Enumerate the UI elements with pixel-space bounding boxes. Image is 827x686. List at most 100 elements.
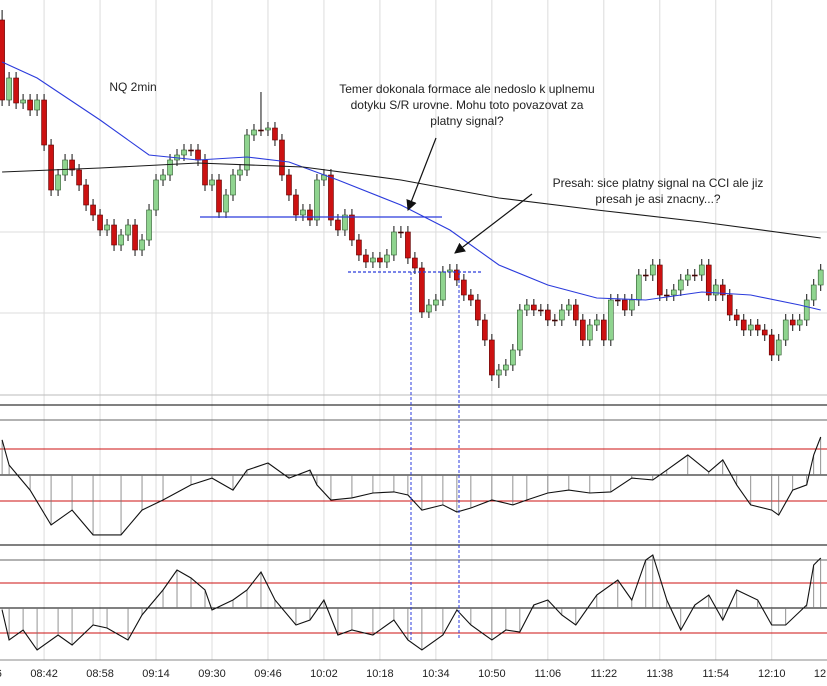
annotation-text: presah je asi znacny...? (595, 192, 721, 206)
candle-body (76, 169, 82, 186)
candle-body (251, 129, 257, 136)
candle-body (789, 319, 796, 326)
candle-body (573, 304, 579, 321)
x-tick-label: 09:14 (142, 668, 170, 680)
candle-body (475, 299, 481, 321)
candle-body (621, 299, 628, 311)
cci-line (1, 554, 822, 651)
candle-body (335, 219, 341, 231)
candle-body (55, 174, 61, 191)
candle-body (712, 284, 719, 296)
annotation-text: platny signal? (430, 114, 504, 128)
candle-body (503, 364, 509, 371)
candle-body (796, 319, 803, 326)
candle-body (27, 99, 33, 111)
candle-body (328, 174, 334, 221)
candle-body (468, 294, 474, 301)
candle-body (286, 174, 292, 196)
candle-body (531, 304, 537, 311)
candle-body (293, 194, 299, 216)
candle-body (412, 257, 418, 269)
candle-body (761, 329, 768, 336)
candle-body (97, 214, 103, 231)
annotation-arrow (454, 193, 533, 254)
candle-body (461, 279, 467, 296)
candle-body (559, 309, 565, 321)
candle-body (370, 257, 376, 263)
candle-body (433, 299, 439, 306)
candle-body (670, 289, 677, 296)
candle-body (747, 324, 754, 331)
x-tick-label: 12:26 (814, 668, 827, 680)
candle-body (489, 339, 495, 376)
candle-body (384, 254, 390, 263)
candle-body (314, 179, 320, 221)
candle-body (496, 369, 502, 376)
candle-body (440, 271, 446, 301)
candle-body (48, 144, 54, 191)
candle-body (754, 324, 761, 331)
candle-body (601, 319, 607, 341)
candle-body (132, 224, 138, 251)
candle-body (111, 224, 117, 246)
candle-body (803, 299, 810, 321)
candle-body (405, 231, 411, 259)
candle-body (817, 269, 824, 286)
candle-body (768, 334, 775, 356)
candle-body (594, 319, 600, 326)
chart-title: NQ 2min (109, 80, 156, 94)
candle-body (356, 239, 362, 256)
candle-body (726, 294, 733, 316)
candle-body (656, 264, 663, 296)
candle-body (188, 149, 194, 152)
annotation-text: Temer dokonala formace ale nedoslo k upl… (339, 82, 594, 96)
candle-body (83, 184, 89, 206)
plot-area (0, 10, 827, 651)
x-tick-label: 09:30 (198, 668, 226, 680)
candle-body (20, 99, 26, 104)
candle-body (160, 174, 166, 181)
candle-body (146, 209, 152, 241)
candle-body (524, 304, 530, 311)
annotation-text: Presah: sice platny signal na CCI ale ji… (553, 176, 764, 190)
x-tick-label: 09:46 (254, 668, 282, 680)
candle-body (342, 214, 348, 231)
candle-body (684, 274, 691, 281)
candle-body (517, 309, 523, 351)
candle-body (733, 314, 740, 321)
candle-body (677, 279, 684, 291)
candle-body (230, 174, 236, 196)
candle-body (237, 169, 243, 176)
x-tick-label: 11:22 (590, 668, 617, 680)
x-tick-label: 10:34 (422, 668, 450, 680)
candle-body (628, 299, 635, 311)
candle-body (649, 264, 656, 276)
candle-body (391, 231, 397, 256)
candle-body (719, 284, 726, 296)
candle-body (307, 209, 313, 221)
candle-body (663, 294, 670, 297)
candle-body (41, 99, 47, 146)
candle-body (279, 139, 285, 176)
x-tick-label: 08:58 (86, 668, 114, 680)
x-tick-label: 11:06 (534, 668, 561, 680)
candle-body (272, 127, 278, 141)
candle-body (398, 231, 404, 234)
x-tick-label: 10:18 (366, 668, 394, 680)
candle-body (482, 319, 488, 341)
candle-body (209, 179, 215, 186)
candle-body (216, 179, 222, 213)
x-tick-label: 10:02 (310, 668, 338, 680)
candle-body (104, 224, 110, 231)
candle-body (580, 319, 586, 341)
candle-body (265, 127, 271, 131)
candle-body (181, 149, 187, 156)
candle-body (552, 319, 558, 322)
x-tick-label: 11:54 (702, 668, 729, 680)
candle-body (377, 257, 383, 263)
annotation-arrow (406, 137, 437, 212)
candle-body (810, 284, 817, 301)
candle-body (538, 309, 544, 312)
